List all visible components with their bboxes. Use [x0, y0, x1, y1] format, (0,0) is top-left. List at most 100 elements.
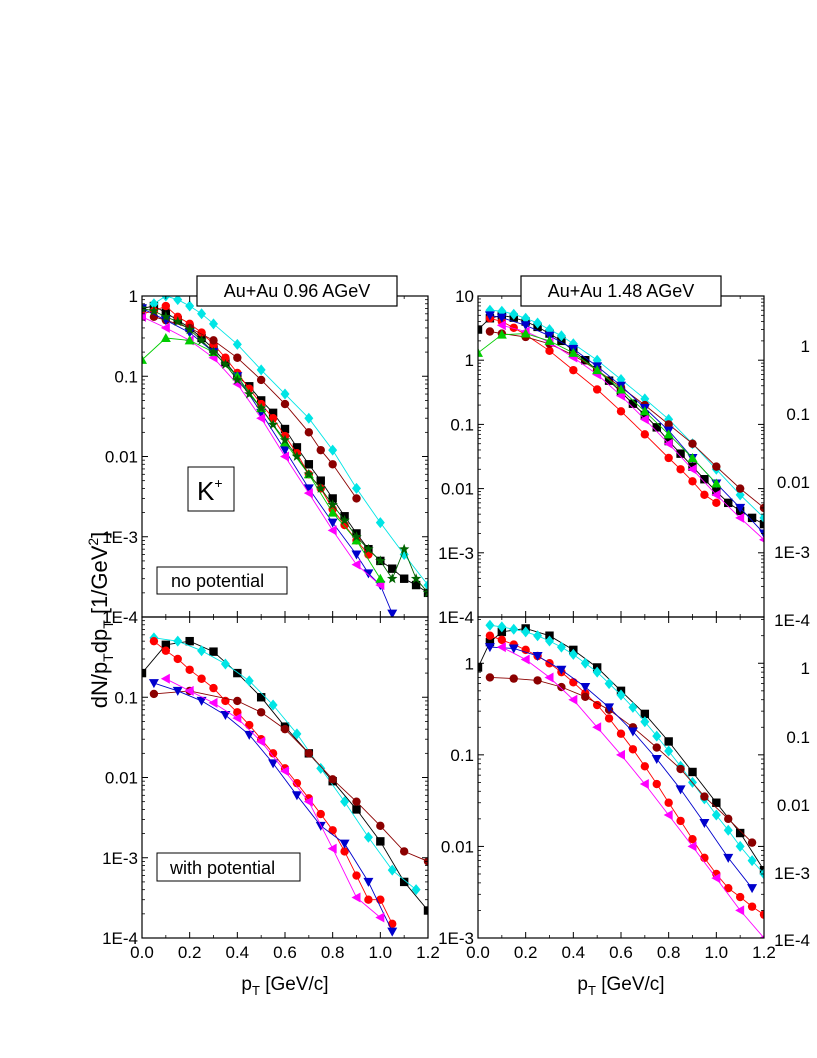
data-point — [255, 402, 267, 413]
data-point — [700, 490, 709, 500]
data-point — [496, 642, 506, 653]
data-point — [303, 468, 315, 479]
data-point — [485, 637, 495, 647]
data-point — [569, 365, 578, 375]
y-tick-label: 0.1 — [114, 688, 138, 707]
data-point — [711, 478, 722, 488]
data-point — [280, 724, 290, 734]
data-point — [279, 434, 291, 445]
x-label-main: p — [241, 974, 252, 995]
data-point — [184, 685, 194, 696]
data-point — [303, 484, 314, 494]
y-tick-label: 1E-3 — [774, 543, 810, 562]
y-axis-label: dN/pTdpT [1/GeV2] — [85, 532, 116, 709]
data-point — [521, 626, 531, 638]
data-point — [292, 778, 302, 788]
data-point — [652, 779, 661, 789]
x-tick-label: 0.6 — [609, 943, 633, 962]
y-tick-label: 0.1 — [450, 415, 474, 434]
data-point — [533, 630, 543, 642]
data-point — [351, 559, 361, 570]
data-point — [496, 313, 507, 323]
data-point — [245, 720, 254, 730]
data-point — [485, 619, 495, 631]
data-point — [148, 679, 159, 689]
data-point — [268, 749, 278, 758]
particle-label: K — [197, 476, 215, 506]
data-point — [197, 328, 206, 337]
series-line — [165, 678, 381, 918]
x-tick-label: 0.6 — [273, 943, 297, 962]
data-point — [422, 587, 428, 598]
data-point — [569, 678, 578, 687]
data-point — [184, 335, 195, 345]
data-point — [759, 865, 764, 875]
data-point — [268, 414, 278, 423]
series-line — [501, 646, 764, 938]
data-point — [375, 517, 385, 529]
data-point — [651, 755, 662, 765]
data-point — [315, 821, 326, 831]
data-point — [327, 843, 337, 854]
data-point — [209, 647, 218, 656]
y-tick-label: 1E-3 — [774, 864, 810, 883]
y-tick-label: 0.01 — [777, 796, 810, 815]
data-point — [352, 797, 361, 806]
series-layer — [478, 304, 764, 543]
x-tick-label: 0.8 — [657, 943, 681, 962]
y-label-unit: [1/GeV — [87, 545, 112, 620]
data-point — [556, 641, 566, 653]
data-point — [209, 318, 218, 330]
series-line — [478, 627, 764, 871]
y-tick-label: 1 — [465, 351, 474, 370]
data-point — [759, 519, 764, 529]
no-potential-label: no potential — [171, 571, 264, 591]
data-point — [711, 809, 721, 821]
data-point — [509, 308, 519, 320]
x-tick-label: 0.4 — [562, 943, 586, 962]
data-point — [520, 654, 530, 665]
y-tick-label: 0.1 — [786, 405, 810, 424]
data-point — [497, 635, 507, 645]
data-point — [640, 716, 650, 728]
y-label-end: ] — [87, 532, 112, 538]
data-point — [688, 834, 697, 844]
y-tick-label: 1E-3 — [438, 544, 474, 563]
data-point — [485, 327, 495, 336]
data-point — [256, 375, 266, 385]
data-point — [496, 329, 507, 339]
data-point — [292, 728, 302, 740]
data-point — [557, 682, 566, 692]
data-point — [280, 388, 290, 400]
data-point — [509, 323, 518, 332]
data-point — [735, 892, 745, 902]
data-point — [520, 321, 531, 331]
data-point — [533, 676, 542, 685]
data-point — [316, 476, 325, 485]
data-point — [316, 809, 325, 819]
panel-title-box — [196, 275, 398, 307]
data-point — [196, 696, 207, 706]
y-tick-label: 0.01 — [777, 473, 810, 492]
data-point — [196, 334, 207, 345]
y-label-sup: 2 — [85, 538, 101, 546]
data-point — [399, 877, 409, 887]
data-point — [484, 643, 495, 653]
data-point — [280, 766, 289, 777]
data-point — [387, 864, 397, 876]
data-point — [184, 324, 195, 335]
data-point — [339, 514, 350, 525]
data-point — [256, 364, 266, 376]
data-point — [209, 336, 218, 345]
data-point — [639, 414, 649, 425]
data-point — [197, 308, 207, 320]
data-point — [664, 745, 674, 757]
y-tick-label: 1E-3 — [102, 849, 138, 868]
panel-title: Au+Au 1.48 AGeV — [548, 281, 695, 301]
data-point — [497, 621, 507, 633]
data-point — [616, 407, 626, 416]
data-point — [664, 420, 673, 429]
x-tick-label: 0.2 — [514, 943, 538, 962]
